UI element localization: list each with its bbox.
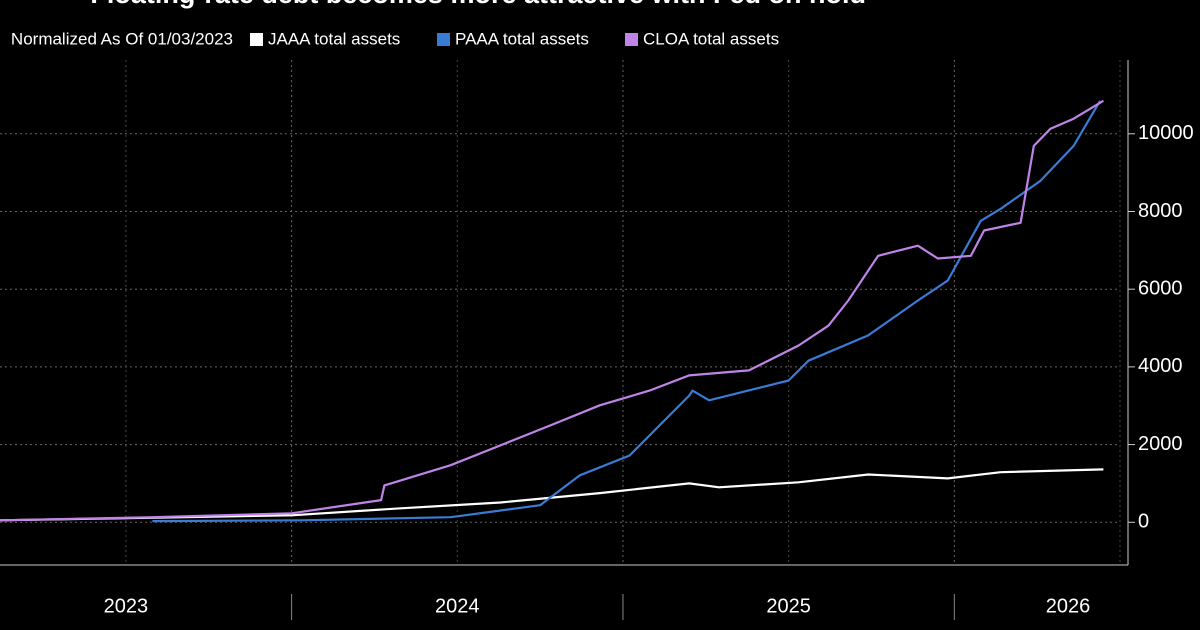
legend-swatch: [250, 33, 263, 46]
legend-label: PAAA total assets: [455, 29, 589, 48]
x-tick-label: 2024: [435, 595, 480, 617]
x-tick-label: 2025: [766, 595, 811, 617]
y-tick-label: 4000: [1138, 355, 1183, 377]
legend-swatch: [437, 33, 450, 46]
x-tick-label: 2023: [104, 595, 149, 617]
y-tick-label: 10000: [1138, 122, 1194, 144]
legend-swatch: [625, 33, 638, 46]
y-tick-label: 0: [1138, 511, 1149, 533]
x-tick-label: 2026: [1046, 595, 1091, 617]
chart-title: Floating-rate debt becomes more attracti…: [90, 0, 866, 9]
series-line: [152, 100, 1102, 523]
chart-subtitle: Normalized As Of 01/03/2023: [11, 29, 233, 48]
legend-label: CLOA total assets: [643, 29, 779, 48]
series-line: [0, 99, 1104, 522]
legend-label: JAAA total assets: [268, 29, 400, 48]
y-tick-label: 2000: [1138, 433, 1183, 455]
y-tick-label: 6000: [1138, 277, 1183, 299]
series-line: [0, 468, 1104, 522]
y-tick-label: 8000: [1138, 200, 1183, 222]
